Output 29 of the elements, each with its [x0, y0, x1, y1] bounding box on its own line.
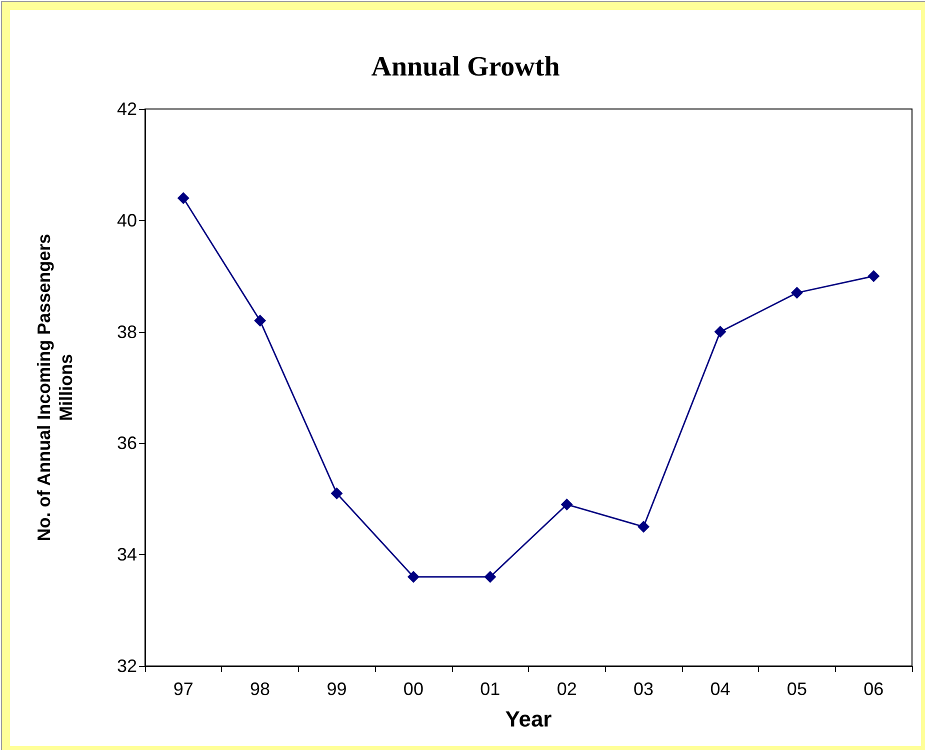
y-tick-label: 32	[116, 656, 137, 676]
x-tick-label: 99	[326, 679, 347, 699]
y-axis-title: No. of Annual Incoming Passengers Millions	[34, 234, 76, 542]
point	[330, 487, 343, 500]
y-tick-label: 40	[116, 210, 137, 230]
x-tick-label: 06	[864, 679, 884, 699]
point	[714, 326, 726, 338]
y-tick-label: 36	[116, 433, 137, 454]
point	[407, 570, 420, 583]
point	[790, 286, 803, 299]
point	[868, 270, 880, 282]
point	[177, 192, 190, 204]
x-tick-label: 00	[403, 679, 424, 699]
point	[484, 570, 496, 583]
y-tick-label: 42	[116, 99, 137, 119]
x-tick-label: 03	[634, 679, 654, 699]
x-tick-label: 04	[710, 679, 730, 699]
point	[638, 520, 650, 533]
y-tick-label: 38	[116, 322, 137, 342]
x-axis-title: Year	[505, 706, 552, 732]
x-tick-label: 05	[786, 679, 807, 699]
x-tick-label: 98	[250, 679, 270, 699]
chart-title: Annual Growth	[371, 52, 560, 82]
x-tick-label: 02	[556, 679, 577, 699]
x-tick-label: 01	[480, 679, 500, 699]
point	[254, 314, 266, 327]
point	[560, 498, 573, 510]
y-tick-label: 34	[116, 544, 137, 565]
x-tick-label: 97	[173, 679, 194, 699]
